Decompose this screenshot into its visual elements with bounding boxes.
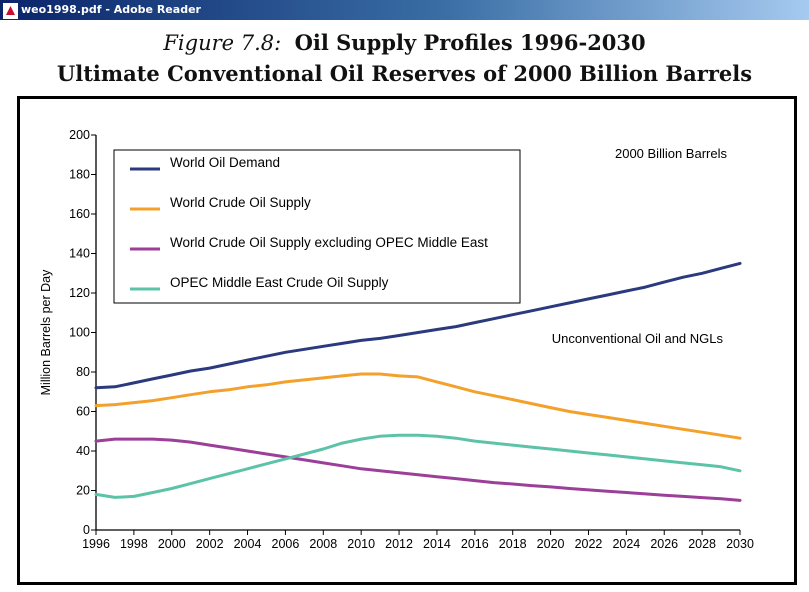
legend-label-4: OPEC Middle East Crude Oil Supply	[170, 275, 389, 290]
series-line-4	[94, 433, 742, 499]
x-tick-label: 2002	[196, 537, 224, 551]
x-tick-label: 2004	[234, 537, 262, 551]
y-tick-label: 120	[69, 286, 90, 300]
x-tick-label: 2022	[575, 537, 603, 551]
chart-frame	[17, 96, 797, 585]
y-tick-label: 100	[69, 326, 90, 340]
legend-label-2: World Crude Oil Supply	[170, 195, 311, 210]
x-tick-label: 2020	[537, 537, 565, 551]
x-tick-label: 1996	[82, 537, 110, 551]
x-tick-label: 2010	[347, 537, 375, 551]
y-tick-label: 20	[76, 484, 90, 498]
figure-title: Figure 7.8: Oil Supply Profiles 1996-203…	[0, 30, 809, 55]
annotation-unconventional: Unconventional Oil and NGLs	[552, 331, 724, 346]
figure-name: Oil Supply Profiles 1996-2030	[294, 30, 646, 55]
x-tick-label: 1998	[120, 537, 148, 551]
y-tick-label: 0	[83, 523, 90, 537]
y-tick-label: 200	[69, 128, 90, 142]
figure-label: Figure 7.8:	[163, 31, 282, 55]
x-tick-label: 2028	[688, 537, 716, 551]
window-titlebar[interactable]: weo1998.pdf - Adobe Reader	[0, 0, 809, 20]
x-tick-label: 2014	[423, 537, 451, 551]
legend: World Oil Demand World Crude Oil Supply Wo…	[113, 149, 521, 304]
x-tick-label: 2018	[499, 537, 527, 551]
y-axis-label: Million Barrels per Day	[39, 269, 53, 395]
annotations: 2000 Billion Barrels Unconventional Oil a…	[552, 146, 728, 346]
figure-subtitle: Ultimate Conventional Oil Reserves of 20…	[56, 61, 753, 86]
legend-label-1: World Oil Demand	[170, 155, 280, 170]
series-line-3	[94, 437, 742, 502]
x-tick-label: 2016	[461, 537, 489, 551]
x-tick-label: 2006	[272, 537, 300, 551]
axes: 0 20 40 60 80 100 120 140 160 180 200 1996 1998 2000 2…	[39, 128, 754, 551]
y-tick-label: 180	[69, 168, 90, 182]
annotation-reserves: 2000 Billion Barrels	[615, 146, 728, 161]
x-tick-label: 2012	[385, 537, 413, 551]
series-line-2	[94, 372, 742, 440]
series-lines	[94, 261, 742, 502]
y-tick-label: 60	[76, 405, 90, 419]
y-tick-label: 140	[69, 247, 90, 261]
legend-label-3: World Crude Oil Supply excluding OPEC Mi…	[170, 235, 488, 250]
x-tick-label: 2008	[309, 537, 337, 551]
legend-box	[113, 149, 521, 304]
x-tick-label: 2024	[612, 537, 640, 551]
pdf-icon	[3, 3, 18, 19]
x-tick-label: 2026	[650, 537, 678, 551]
y-tick-label: 80	[76, 365, 90, 379]
x-tick-label: 2030	[726, 537, 754, 551]
y-tick-label: 40	[76, 444, 90, 458]
window-title: weo1998.pdf - Adobe Reader	[21, 3, 201, 16]
y-tick-label: 160	[69, 207, 90, 221]
x-tick-label: 2000	[158, 537, 186, 551]
series-line-1	[94, 261, 742, 390]
